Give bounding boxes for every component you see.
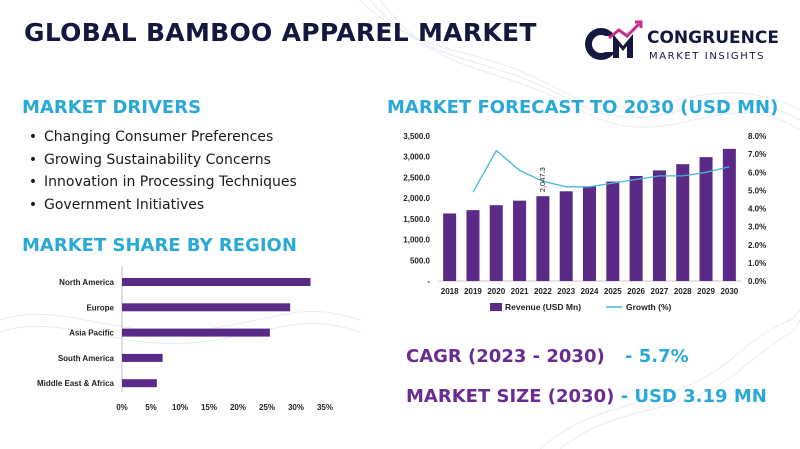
bar [122, 278, 311, 286]
x-tick-label: 35% [317, 403, 333, 412]
y-left-tick-label: 2,500.0 [403, 173, 430, 182]
revenue-bar [722, 148, 736, 281]
x-tick-label: 2029 [697, 287, 715, 296]
y-right-tick-label: 1.0% [748, 259, 766, 268]
x-tick-label: 2020 [487, 287, 505, 296]
growth-line [472, 149, 730, 193]
forecast-heading: MARKET FORECAST TO 2030 (USD MN) [387, 97, 779, 118]
y-left-tick-label: 1,500.0 [403, 215, 430, 224]
x-tick-label: 2021 [511, 287, 529, 296]
y-right-tick-label: 4.0% [748, 205, 766, 214]
cagr-label: CAGR (2023 - 2030) [406, 346, 605, 367]
x-tick-label: 2019 [464, 287, 482, 296]
driver-item: • Innovation in Processing Techniques [22, 171, 297, 194]
page-title: GLOBAL BAMBOO APPAREL MARKET [24, 18, 537, 47]
brand-logo: CONGRUENCE MARKET INSIGHTS [583, 18, 793, 70]
x-tick-label: 5% [145, 403, 157, 412]
category-label: Middle East & Africa [37, 379, 115, 388]
y-left-tick-label: 3,500.0 [403, 132, 430, 141]
y-left-tick-label: 500.0 [410, 256, 431, 265]
y-left-tick-label: - [427, 277, 430, 286]
y-right-tick-label: 0.0% [748, 277, 766, 286]
revenue-bar [443, 213, 457, 281]
bar [122, 353, 163, 362]
x-tick-label: 15% [201, 403, 217, 412]
revenue-bar [489, 205, 503, 281]
legend-swatch-revenue [490, 303, 502, 311]
market-size-summary: MARKET SIZE (2030) - USD 3.19 MN [406, 386, 767, 407]
y-left-tick-label: 3,000.0 [403, 153, 430, 162]
bullet-icon: • [28, 174, 38, 190]
revenue-bar [676, 164, 690, 281]
drivers-list: • Changing Consumer Preferences • Growing … [22, 126, 297, 216]
cagr-summary: CAGR (2023 - 2030) - 5.7% [406, 346, 689, 367]
logo-tagline: MARKET INSIGHTS [649, 51, 766, 62]
y-right-tick-label: 7.0% [748, 150, 766, 159]
y-left-tick-label: 1,000.0 [403, 236, 430, 245]
revenue-bar [652, 170, 666, 281]
bullet-icon: • [28, 129, 38, 145]
x-tick-label: 30% [288, 403, 304, 412]
revenue-bar [536, 196, 550, 281]
legend-label-revenue: Revenue (USD Mn) [505, 302, 581, 312]
driver-text: Innovation in Processing Techniques [44, 174, 297, 190]
bullet-icon: • [28, 196, 38, 213]
drivers-heading: MARKET DRIVERS [22, 97, 202, 118]
x-tick-label: 10% [172, 403, 188, 412]
market-size-value: - USD 3.19 MN [620, 386, 767, 407]
bullet-icon: • [28, 151, 38, 168]
x-tick-label: 25% [259, 403, 275, 412]
bar [122, 379, 157, 388]
revenue-bar [559, 191, 573, 281]
market-size-label: MARKET SIZE (2030) [406, 386, 615, 407]
revenue-bar [606, 181, 620, 281]
y-right-tick-label: 2.0% [748, 241, 766, 250]
x-tick-label: 0% [116, 403, 128, 412]
y-right-tick-label: 3.0% [748, 223, 766, 232]
logo-name: CONGRUENCE [647, 28, 779, 48]
revenue-bar [583, 186, 596, 281]
region-share-chart: North America Europe Asia Pacific South Ame… [37, 266, 333, 412]
data-label: 2,047.3 [538, 167, 547, 192]
revenue-bar [699, 157, 713, 281]
x-tick-label: 2026 [627, 287, 645, 296]
bar [122, 303, 291, 312]
x-tick-label: 20% [230, 403, 246, 412]
cm-logo-icon [585, 20, 643, 60]
y-right-tick-label: 6.0% [748, 168, 766, 177]
y-left-tick-label: 2,000.0 [403, 194, 430, 203]
bar [122, 328, 270, 337]
x-tick-label: 2022 [534, 287, 552, 296]
driver-text: Government Initiatives [44, 196, 205, 213]
revenue-bar [466, 210, 480, 281]
x-tick-label: 2028 [674, 287, 692, 296]
driver-text: Growing Sustainability Concerns [44, 151, 271, 168]
revenue-bar [513, 200, 527, 281]
x-tick-label: 2018 [441, 287, 459, 296]
x-tick-label: 2023 [557, 287, 575, 296]
driver-item: • Growing Sustainability Concerns [22, 149, 297, 172]
category-label: Europe [86, 303, 114, 312]
x-tick-label: 2025 [604, 287, 622, 296]
forecast-chart: - 500.0 1,000.0 1,500.0 2,000.0 2,500.0 3,000.… [403, 132, 766, 312]
driver-item: • Changing Consumer Preferences [22, 126, 297, 149]
driver-item: • Government Initiatives [22, 194, 297, 217]
y-right-tick-label: 5.0% [748, 186, 766, 195]
x-tick-label: 2030 [720, 287, 738, 296]
category-label: South America [58, 354, 115, 363]
x-tick-label: 2027 [651, 287, 669, 296]
region-heading: MARKET SHARE BY REGION [22, 235, 297, 256]
y-right-tick-label: 8.0% [748, 132, 766, 141]
driver-text: Changing Consumer Preferences [44, 129, 274, 145]
category-label: North America [59, 278, 114, 287]
category-label: Asia Pacific [69, 329, 114, 338]
legend-label-growth: Growth (%) [626, 302, 671, 312]
cagr-value: - 5.7% [624, 346, 689, 367]
revenue-bar [629, 175, 643, 281]
x-tick-label: 2024 [581, 287, 599, 296]
